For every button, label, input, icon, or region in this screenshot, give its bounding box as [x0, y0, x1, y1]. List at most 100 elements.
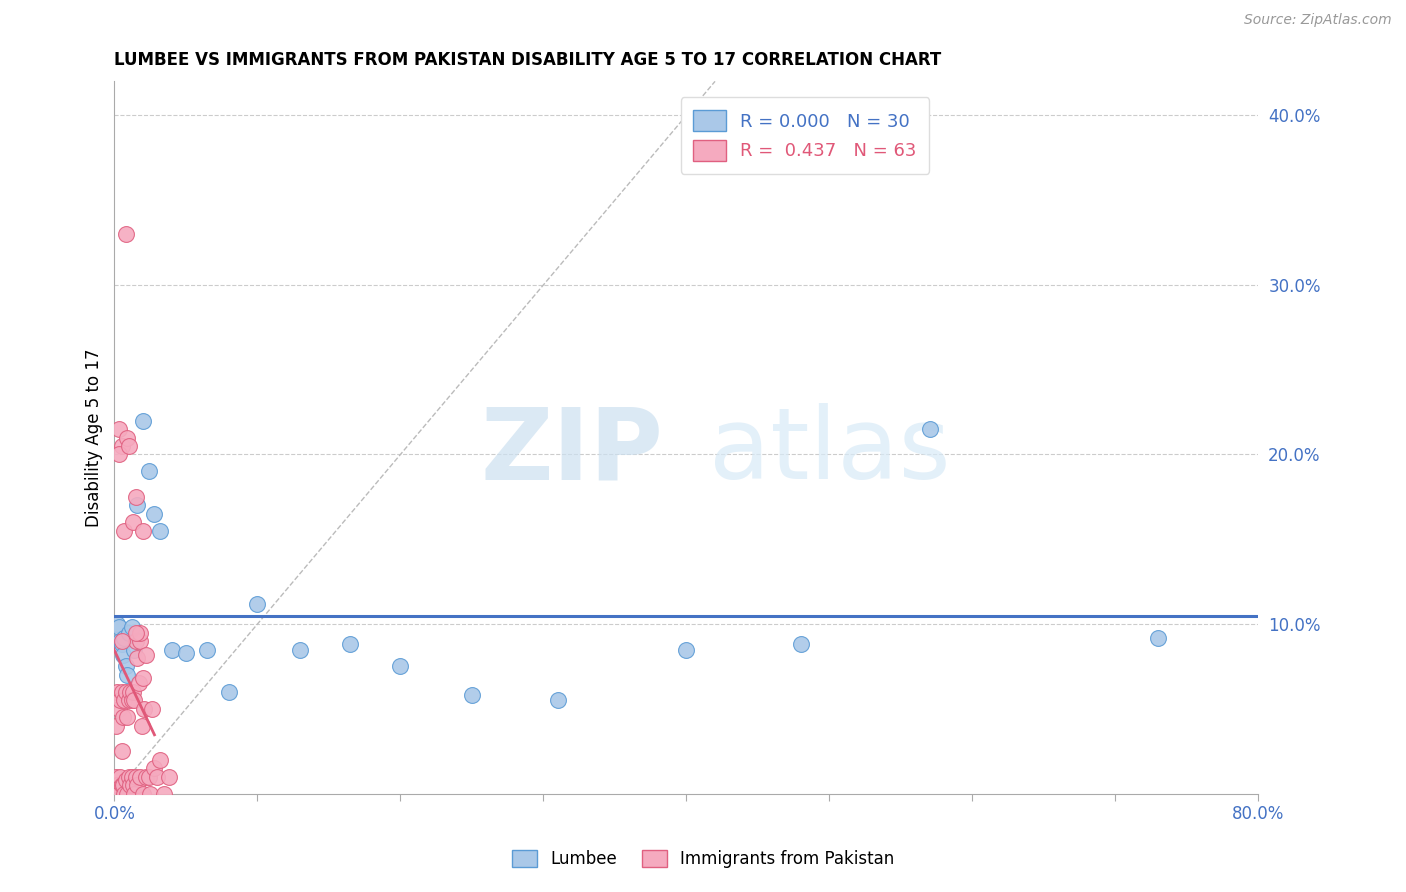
Point: [112, 524, 135, 538]
Point: [143, 761, 166, 775]
Point: [118, 625, 141, 640]
Point: [104, 770, 127, 784]
Point: [117, 787, 139, 801]
Point: [132, 413, 155, 427]
Point: [108, 770, 131, 784]
Point: [134, 702, 156, 716]
Point: [149, 753, 172, 767]
Point: [117, 430, 139, 444]
Point: [110, 778, 132, 792]
Text: ZIP: ZIP: [481, 403, 664, 500]
Point: [110, 744, 132, 758]
Point: [195, 642, 218, 657]
Point: [132, 787, 155, 801]
Point: [129, 625, 152, 640]
Point: [115, 659, 138, 673]
Point: [107, 447, 129, 461]
Legend: R = 0.000   N = 30, R =  0.437   N = 63: R = 0.000 N = 30, R = 0.437 N = 63: [681, 97, 929, 174]
Point: [547, 693, 569, 707]
Point: [218, 685, 240, 699]
Point: [117, 710, 139, 724]
Point: [127, 651, 149, 665]
Point: [246, 597, 269, 611]
Point: [132, 671, 155, 685]
Point: [127, 778, 149, 792]
Point: [461, 688, 484, 702]
Point: [107, 787, 129, 801]
Point: [110, 439, 132, 453]
Point: [125, 625, 148, 640]
Point: [112, 631, 135, 645]
Point: [115, 773, 138, 788]
Point: [108, 693, 131, 707]
Text: atlas: atlas: [709, 403, 950, 500]
Point: [141, 702, 163, 716]
Point: [339, 637, 361, 651]
Point: [105, 778, 128, 792]
Point: [110, 685, 132, 699]
Point: [115, 685, 138, 699]
Point: [129, 770, 152, 784]
Point: [290, 642, 312, 657]
Point: [118, 770, 141, 784]
Point: [125, 770, 148, 784]
Point: [124, 693, 146, 707]
Point: [131, 719, 153, 733]
Point: [105, 685, 128, 699]
Point: [135, 770, 157, 784]
Point: [146, 770, 169, 784]
Point: [107, 620, 129, 634]
Point: [918, 422, 941, 436]
Point: [675, 642, 697, 657]
Point: [104, 719, 127, 733]
Point: [138, 465, 160, 479]
Point: [143, 507, 166, 521]
Point: [108, 634, 131, 648]
Point: [122, 516, 145, 530]
Point: [160, 642, 183, 657]
Point: [122, 685, 145, 699]
Point: [121, 693, 143, 707]
Point: [118, 439, 141, 453]
Point: [139, 787, 162, 801]
Point: [121, 620, 143, 634]
Point: [118, 693, 141, 707]
Point: [122, 778, 145, 792]
Point: [174, 646, 197, 660]
Point: [124, 642, 146, 657]
Point: [157, 770, 180, 784]
Text: LUMBEE VS IMMIGRANTS FROM PAKISTAN DISABILITY AGE 5 TO 17 CORRELATION CHART: LUMBEE VS IMMIGRANTS FROM PAKISTAN DISAB…: [114, 51, 942, 69]
Point: [117, 668, 139, 682]
Y-axis label: Disability Age 5 to 17: Disability Age 5 to 17: [86, 348, 103, 527]
Point: [153, 787, 176, 801]
Point: [125, 634, 148, 648]
Point: [138, 770, 160, 784]
Point: [112, 787, 135, 801]
Point: [111, 648, 134, 662]
Point: [105, 617, 128, 632]
Point: [110, 634, 132, 648]
Point: [127, 499, 149, 513]
Point: [129, 634, 152, 648]
Point: [132, 524, 155, 538]
Point: [1147, 631, 1170, 645]
Point: [120, 685, 142, 699]
Point: [115, 227, 138, 241]
Point: [124, 787, 146, 801]
Point: [110, 637, 132, 651]
Text: Source: ZipAtlas.com: Source: ZipAtlas.com: [1244, 13, 1392, 28]
Point: [125, 490, 148, 504]
Point: [111, 710, 134, 724]
Point: [107, 422, 129, 436]
Point: [135, 648, 157, 662]
Legend: Lumbee, Immigrants from Pakistan: Lumbee, Immigrants from Pakistan: [505, 843, 901, 875]
Point: [112, 693, 135, 707]
Point: [149, 524, 172, 538]
Point: [389, 659, 412, 673]
Point: [107, 702, 129, 716]
Point: [128, 676, 150, 690]
Point: [111, 778, 134, 792]
Point: [790, 637, 813, 651]
Point: [121, 770, 143, 784]
Point: [120, 778, 142, 792]
